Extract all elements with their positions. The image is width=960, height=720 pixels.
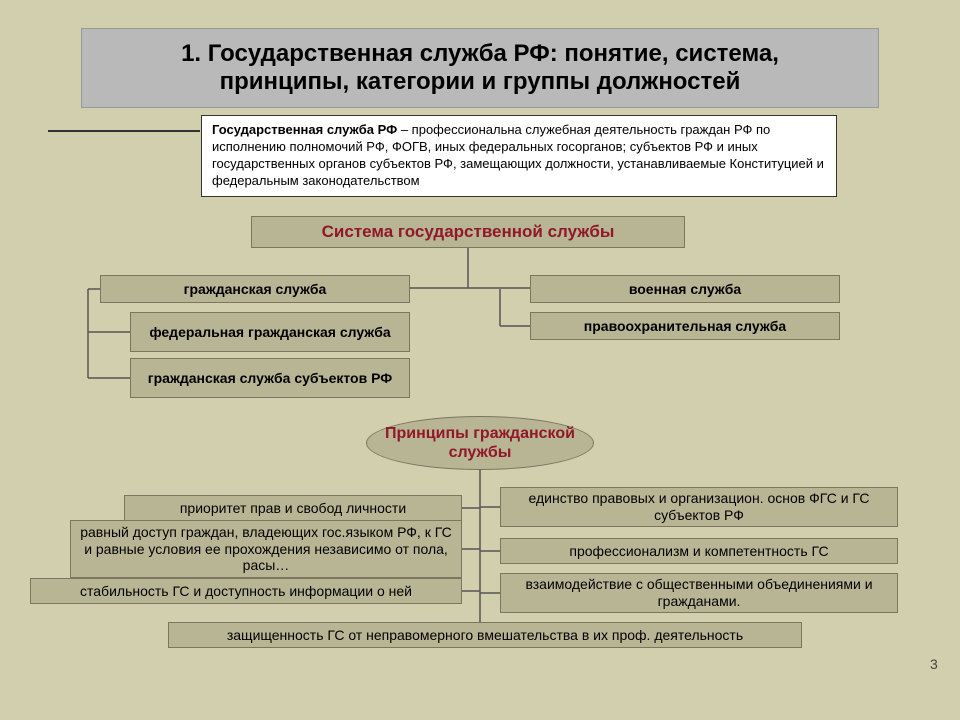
horizontal-rule <box>48 130 200 132</box>
principle-left-3: стабильность ГС и доступность информации… <box>30 578 462 604</box>
principle-bottom: защищенность ГС от неправомерного вмешат… <box>168 622 802 648</box>
definition-box: Государственная служба РФ – профессионал… <box>201 115 837 197</box>
title-line1: 1. Государственная служба РФ: понятие, с… <box>181 40 779 68</box>
system-subject-civil: гражданская служба субъектов РФ <box>130 358 410 398</box>
principles-header-text: Принципы гражданской службы <box>379 424 581 462</box>
page-title: 1. Государственная служба РФ: понятие, с… <box>81 28 879 108</box>
system-federal-civil: федеральная гражданская служба <box>130 312 410 352</box>
principle-right-1: единство правовых и организацион. основ … <box>500 487 898 527</box>
principle-left-1: приоритет прав и свобод личности <box>124 495 462 521</box>
title-line2: принципы, категории и группы должностей <box>181 68 779 96</box>
system-military: военная служба <box>530 275 840 303</box>
system-header: Система государственной службы <box>251 216 685 248</box>
definition-term: Государственная служба РФ <box>212 122 397 137</box>
principle-left-2: равный доступ граждан, владеющих гос.язы… <box>70 520 462 578</box>
principles-header: Принципы гражданской службы <box>366 416 594 470</box>
page-number: 3 <box>930 656 938 672</box>
principle-right-3: взаимодействие с общественными объединен… <box>500 573 898 613</box>
system-law-enforcement: правоохранительная служба <box>530 312 840 340</box>
system-civil-service: гражданская служба <box>100 275 410 303</box>
principle-right-2: профессионализм и компетентность ГС <box>500 538 898 564</box>
